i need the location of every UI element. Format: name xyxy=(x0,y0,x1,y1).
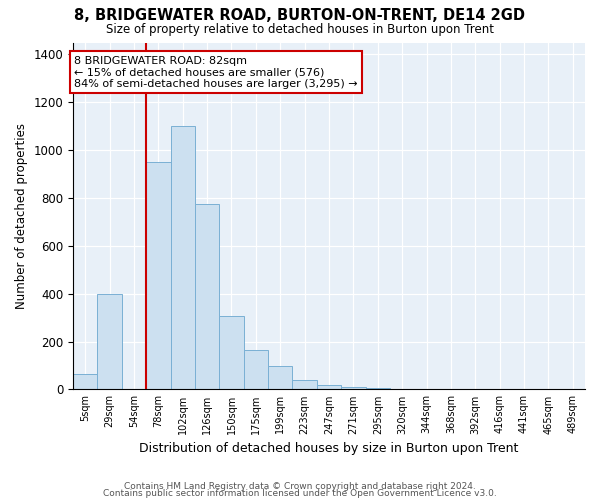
Bar xyxy=(170,126,195,390)
Text: Contains public sector information licensed under the Open Government Licence v3: Contains public sector information licen… xyxy=(103,490,497,498)
X-axis label: Distribution of detached houses by size in Burton upon Trent: Distribution of detached houses by size … xyxy=(139,442,519,455)
Bar xyxy=(365,388,390,390)
Text: 8 BRIDGEWATER ROAD: 82sqm
← 15% of detached houses are smaller (576)
84% of semi: 8 BRIDGEWATER ROAD: 82sqm ← 15% of detac… xyxy=(74,56,358,89)
Text: 8, BRIDGEWATER ROAD, BURTON-ON-TRENT, DE14 2GD: 8, BRIDGEWATER ROAD, BURTON-ON-TRENT, DE… xyxy=(74,8,526,22)
Bar xyxy=(146,162,170,390)
Bar xyxy=(292,380,317,390)
Bar xyxy=(73,374,97,390)
Bar xyxy=(268,366,292,390)
Bar xyxy=(220,316,244,390)
Bar xyxy=(195,204,220,390)
Text: Size of property relative to detached houses in Burton upon Trent: Size of property relative to detached ho… xyxy=(106,22,494,36)
Bar xyxy=(317,385,341,390)
Bar xyxy=(244,350,268,390)
Bar xyxy=(97,294,122,390)
Text: Contains HM Land Registry data © Crown copyright and database right 2024.: Contains HM Land Registry data © Crown c… xyxy=(124,482,476,491)
Y-axis label: Number of detached properties: Number of detached properties xyxy=(15,123,28,309)
Bar xyxy=(341,387,365,390)
